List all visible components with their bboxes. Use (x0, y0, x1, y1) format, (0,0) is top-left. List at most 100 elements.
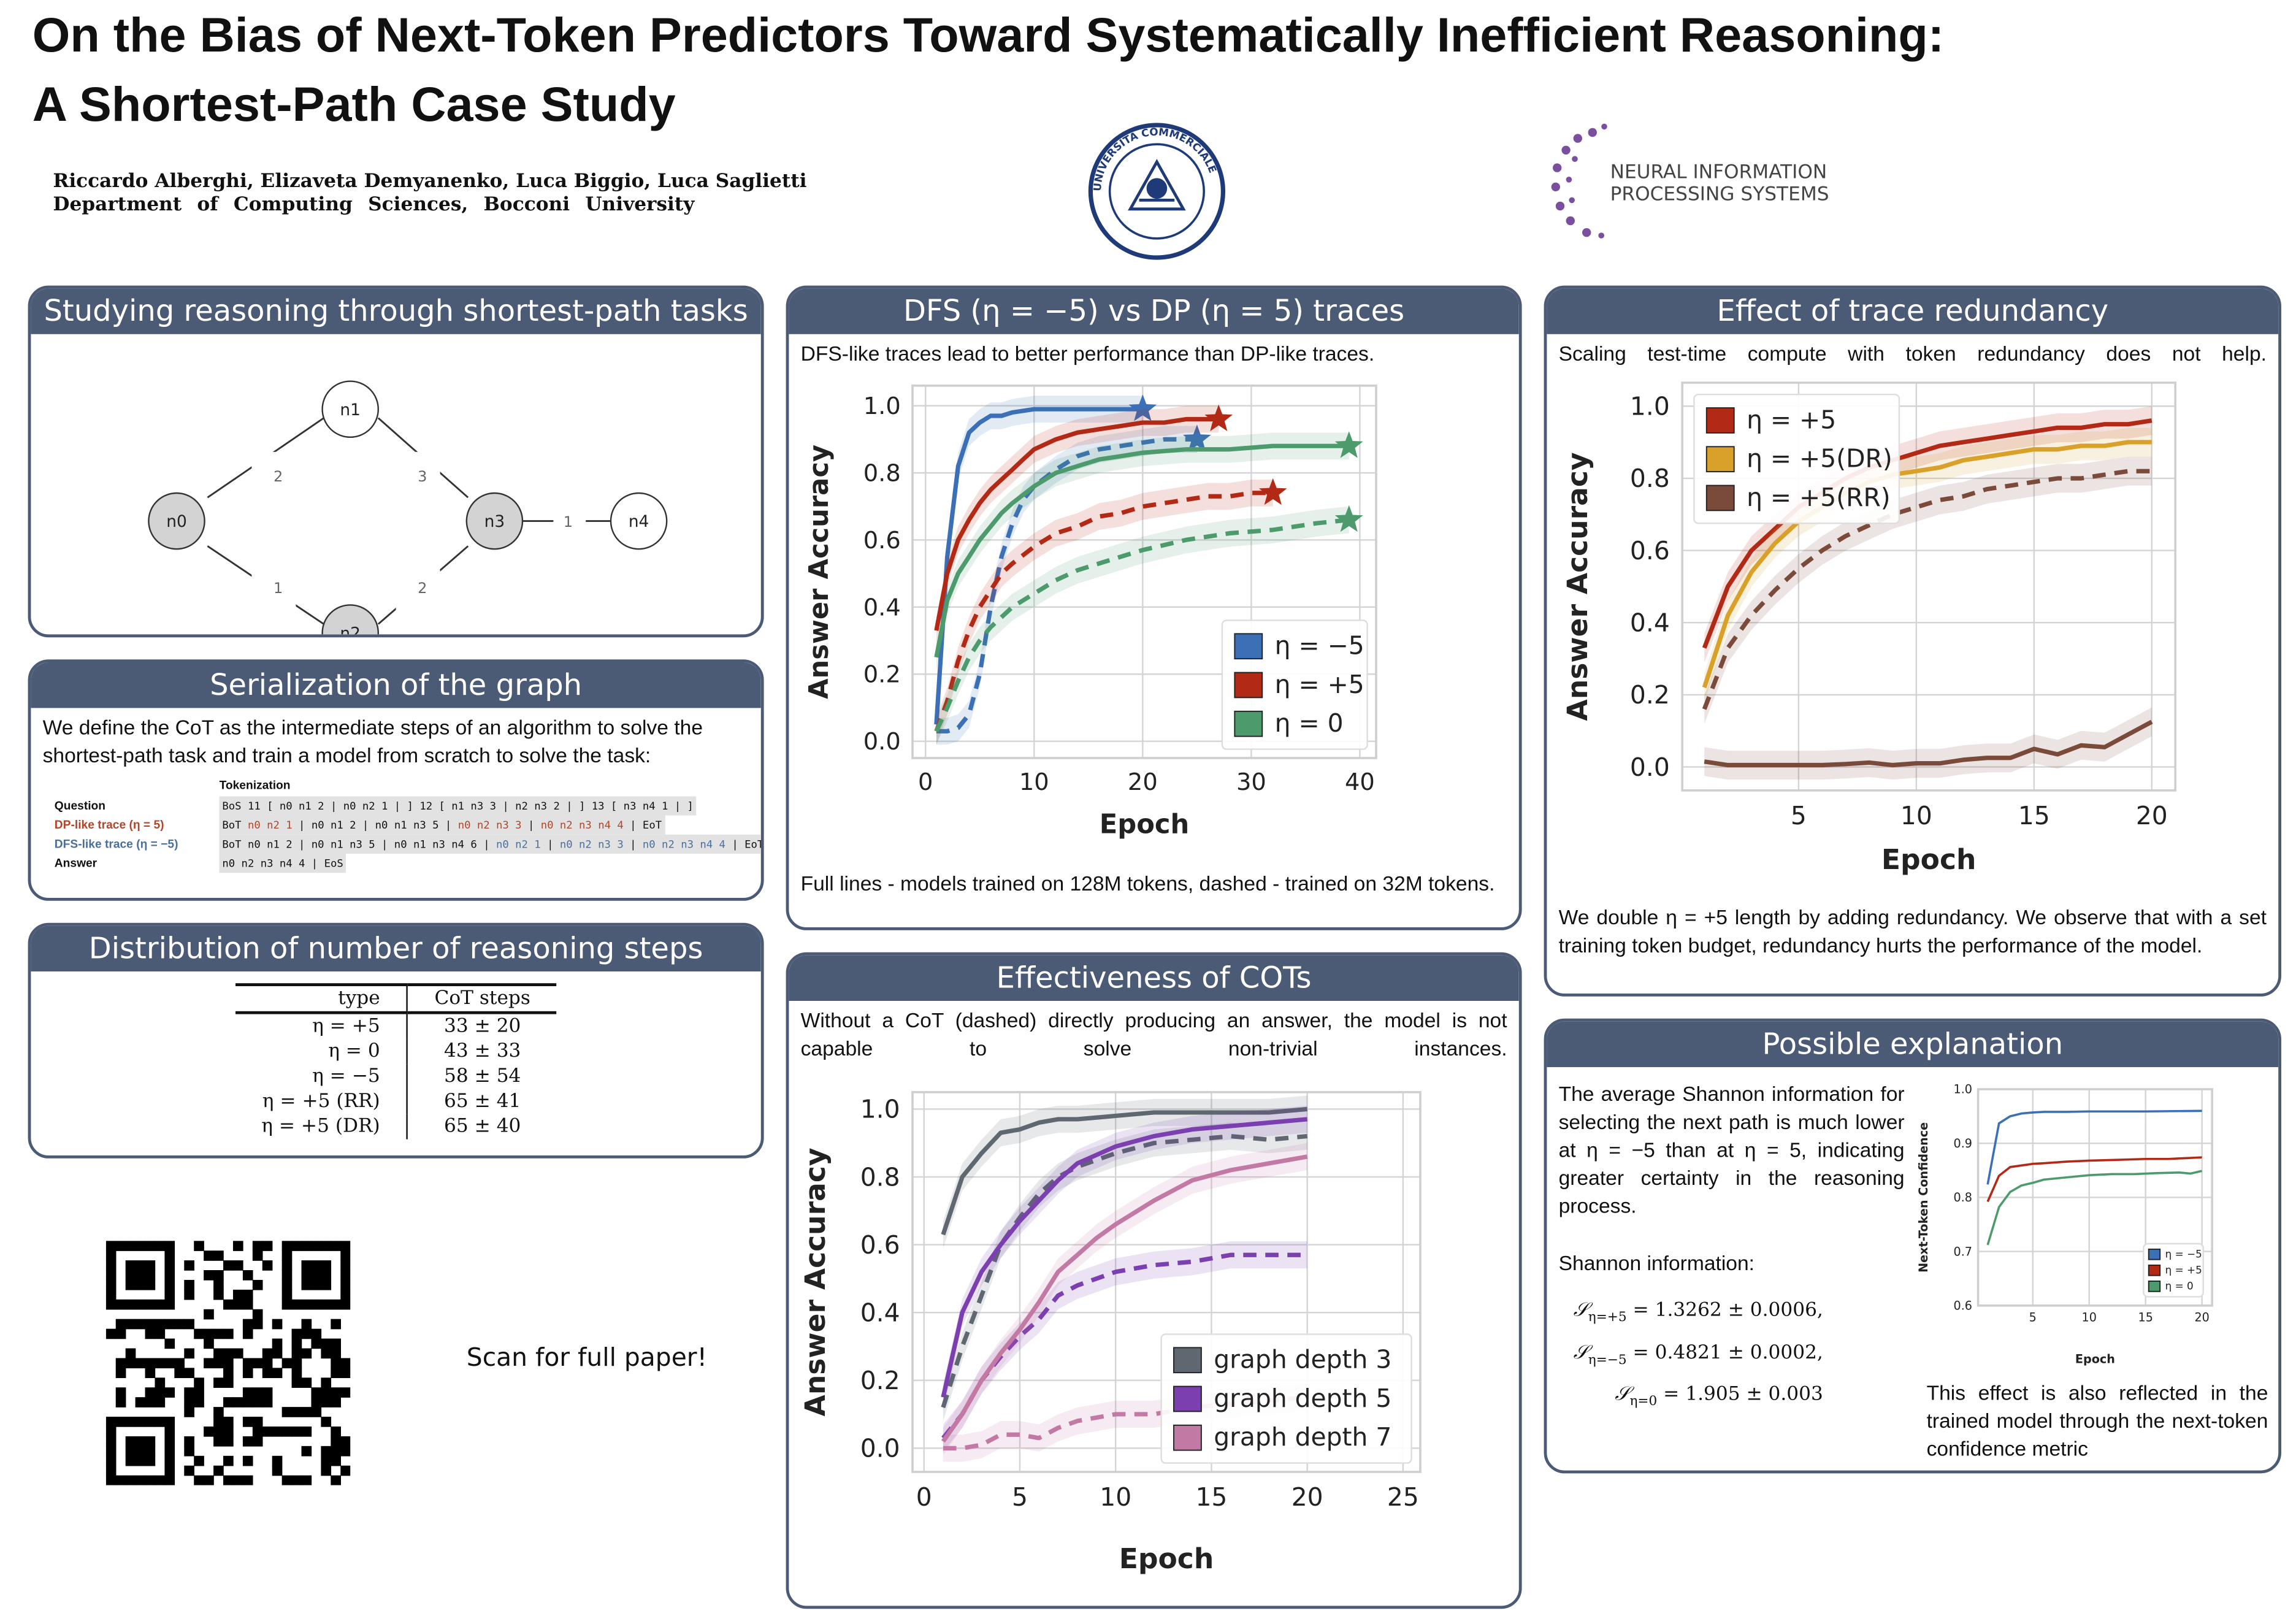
qr-module (115, 1319, 126, 1330)
series-line (1986, 1156, 2202, 1203)
token-row-value: BoT n0 n2 1 | n0 n1 2 | n0 n1 n3 5 | n0 … (219, 815, 665, 835)
x-axis-label: Epoch (1100, 809, 1189, 840)
qr-module (242, 1328, 253, 1339)
qr-module (115, 1299, 126, 1310)
confidence-chart: 5 10 15 20 0.6 0.7 0.8 0.9 1.0 Epoch Next-Token Co… (1916, 1082, 2214, 1366)
token-row-value: BoS 11 [ n0 n1 2 | n0 n2 1 | ] 12 [ n1 n… (219, 796, 697, 816)
node-label: n4 (629, 512, 649, 531)
qr-module (184, 1260, 194, 1271)
x-axis-label: Epoch (2075, 1352, 2115, 1366)
qr-module (145, 1397, 156, 1408)
edge-weight: 1 (274, 580, 283, 597)
department: Department of Computing Sciences, Boccon… (53, 194, 695, 216)
legend-label: η = +5 (2165, 1264, 2202, 1276)
qr-module (115, 1475, 126, 1485)
x-tick-label: 15 (2138, 1311, 2152, 1325)
token-segment: | n0 n1 2 | n0 n1 n3 5 | (292, 818, 458, 832)
qr-module (145, 1279, 156, 1290)
steps-table: type CoT steps η = +5 33 ± 20 η = 0 43 ± 33 η… (235, 983, 557, 1139)
y-tick-label: 0.8 (1953, 1190, 1972, 1205)
formula-value: = 0.4821 ± 0.0002, (1626, 1341, 1823, 1364)
legend-label: graph depth 5 (1214, 1384, 1391, 1413)
qr-module (115, 1387, 126, 1398)
table-cell: η = +5 (235, 1013, 408, 1040)
panel-title: Effectiveness of COTs (789, 955, 1519, 1002)
qr-module (232, 1260, 243, 1271)
qr-module (223, 1328, 234, 1339)
legend-swatch (1234, 672, 1263, 699)
edge-weight: 1 (564, 513, 573, 530)
qr-module (331, 1241, 341, 1251)
qr-module (252, 1241, 263, 1251)
qr-module (135, 1299, 146, 1310)
qr-module (262, 1387, 273, 1398)
qr-module (105, 1299, 117, 1310)
qr-module (213, 1377, 224, 1388)
graph-node (321, 380, 380, 439)
token-segment: n0 n2 n3 n4 4 (642, 837, 725, 851)
y-axis-label: Next-Token Confidence (1916, 1122, 1931, 1273)
y-axis-label: Answer Accuracy (804, 445, 835, 699)
x-tick-label: 25 (1387, 1482, 1419, 1512)
legend-label: η = 0 (1275, 708, 1344, 738)
series-band (936, 426, 1197, 745)
x-tick-label: 0 (916, 1482, 932, 1512)
token-segment: n0 n2 1 (496, 837, 541, 851)
qr-module (321, 1241, 332, 1251)
qr-module (155, 1387, 166, 1398)
tokenization-header: Tokenization (219, 778, 291, 792)
qr-module (311, 1260, 322, 1271)
panel-title: Distribution of number of reasoning step… (31, 925, 761, 972)
qr-module (213, 1407, 224, 1417)
x-tick-label: 10 (2082, 1311, 2097, 1325)
qr-code[interactable] (105, 1241, 351, 1485)
qr-module (155, 1417, 166, 1427)
qr-module (281, 1241, 293, 1251)
qr-module (340, 1241, 351, 1251)
qr-module (272, 1319, 283, 1330)
qr-module (291, 1426, 302, 1437)
qr-module (125, 1475, 136, 1485)
series-end-star (1334, 505, 1363, 532)
plot-frame (1681, 381, 2177, 792)
qr-module (281, 1475, 293, 1485)
title-line-2: A Shortest-Path Case Study (32, 76, 676, 131)
qr-module (321, 1465, 332, 1476)
token-segment: | (521, 818, 541, 832)
qr-module (115, 1328, 126, 1339)
qr-module (340, 1251, 351, 1261)
qr-module (213, 1348, 224, 1359)
formula-subscript: η=−5 (1588, 1353, 1627, 1368)
qr-module (184, 1397, 194, 1408)
token-segment: BoS 11 [ n0 n1 2 | n0 n2 1 | ] 12 [ n1 n… (222, 799, 694, 813)
legend-swatch (1705, 407, 1735, 434)
qr-module (125, 1279, 136, 1290)
qr-module (155, 1328, 166, 1339)
qr-module (242, 1358, 253, 1369)
qr-module (145, 1319, 156, 1330)
qr-module (125, 1455, 136, 1466)
y-tick-label: 0.9 (1953, 1136, 1972, 1151)
panel-title: DFS (η = −5) vs DP (η = 5) traces (789, 288, 1519, 334)
qr-module (331, 1455, 341, 1466)
qr-module (272, 1465, 283, 1476)
panel-title: Effect of trace redundancy (1547, 288, 2279, 334)
series-band (936, 405, 1219, 645)
qr-module (145, 1387, 156, 1398)
qr-module (331, 1368, 341, 1379)
series-line (934, 518, 1350, 732)
qr-module (145, 1299, 156, 1310)
qr-module (164, 1426, 175, 1437)
qr-module (301, 1377, 312, 1388)
series-line (1704, 719, 2153, 768)
explanation-text: The average Shannon information for sele… (1558, 1082, 1905, 1217)
legend-swatch (1173, 1424, 1202, 1451)
series-band (943, 1095, 1307, 1249)
graph-node (610, 492, 668, 550)
qr-module (155, 1377, 166, 1388)
authors: Riccardo Alberghi, Elizaveta Demyanenko,… (53, 170, 807, 193)
qr-module (340, 1260, 351, 1271)
qr-module (213, 1426, 224, 1437)
qr-module (184, 1289, 194, 1300)
qr-module (223, 1368, 234, 1379)
